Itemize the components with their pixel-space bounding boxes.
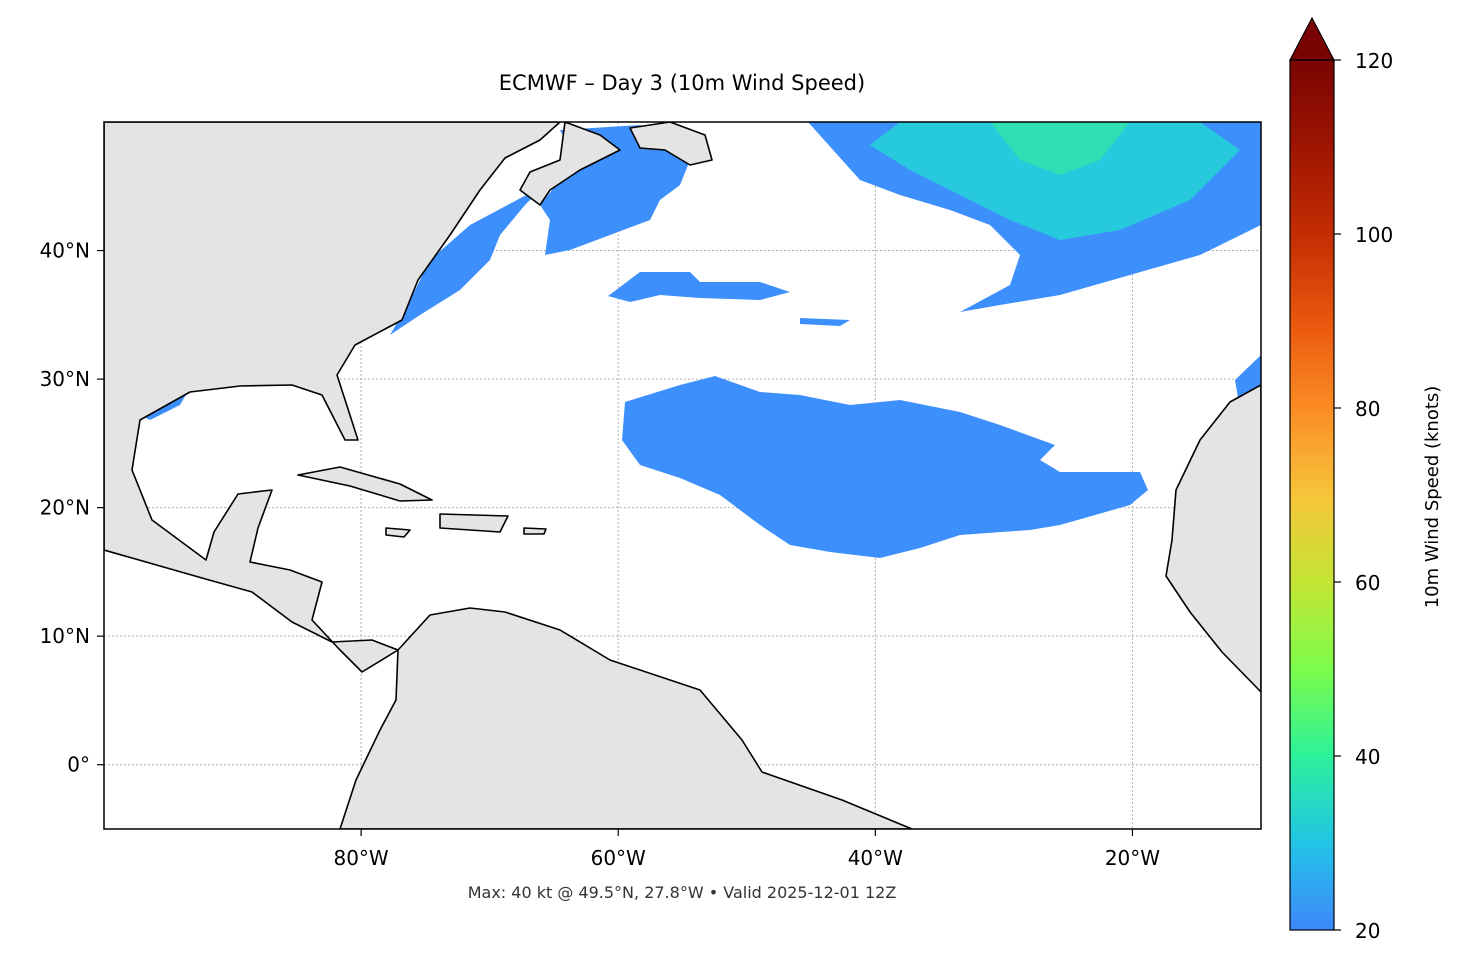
map-title: ECMWF – Day 3 (10m Wind Speed) [499,71,865,95]
y-tick-label: 40°N [40,239,90,263]
map-footer: Max: 40 kt @ 49.5°N, 27.8°W • Valid 2025… [468,883,897,902]
y-tick-label: 20°N [40,496,90,520]
wind-region [608,272,790,302]
colorbar-tick-label: 120 [1355,49,1393,73]
wind-region [990,122,1130,175]
colorbar-label: 10m Wind Speed (knots) [1422,386,1443,609]
newfoundland [629,122,713,166]
y-tick-label: 30°N [40,367,90,391]
colorbar-tick-label: 40 [1355,745,1380,769]
north-america [104,122,561,673]
puerto-rico [523,527,547,535]
jamaica [385,527,411,538]
colorbar-tick-label: 80 [1355,397,1380,421]
colorbar-frame [1289,59,1335,931]
x-tick-label: 80°W [333,846,388,870]
colorbar-tick-label: 20 [1355,919,1380,943]
y-tick-label: 10°N [40,624,90,648]
colorbar-gradient [1290,60,1334,930]
hispaniola [439,513,509,533]
colorbar-tick-label: 100 [1355,223,1393,247]
colorbar: 10m Wind Speed (knots) 20 40 60 80 100 120 [1289,16,1443,943]
y-tick-label: 0° [67,753,90,777]
wind-region [390,185,545,335]
map-area [104,122,1261,829]
south-america [339,607,913,829]
colorbar-tick-label: 60 [1355,571,1380,595]
x-tick-label: 60°W [591,846,646,870]
maritimes [519,122,621,206]
cuba [297,466,433,502]
wind-region [622,376,1148,558]
axes: 80°W 60°W 40°W 20°W 0° 10°N 20°N 30°N 40°N [40,239,1161,870]
x-tick-label: 20°W [1105,846,1160,870]
land [104,122,1261,829]
wind-region [870,122,1240,240]
africa [1165,384,1261,693]
wind-region [800,318,850,326]
map-frame [103,121,1262,830]
x-tick-label: 40°W [848,846,903,870]
colorbar-extend [1289,16,1335,61]
